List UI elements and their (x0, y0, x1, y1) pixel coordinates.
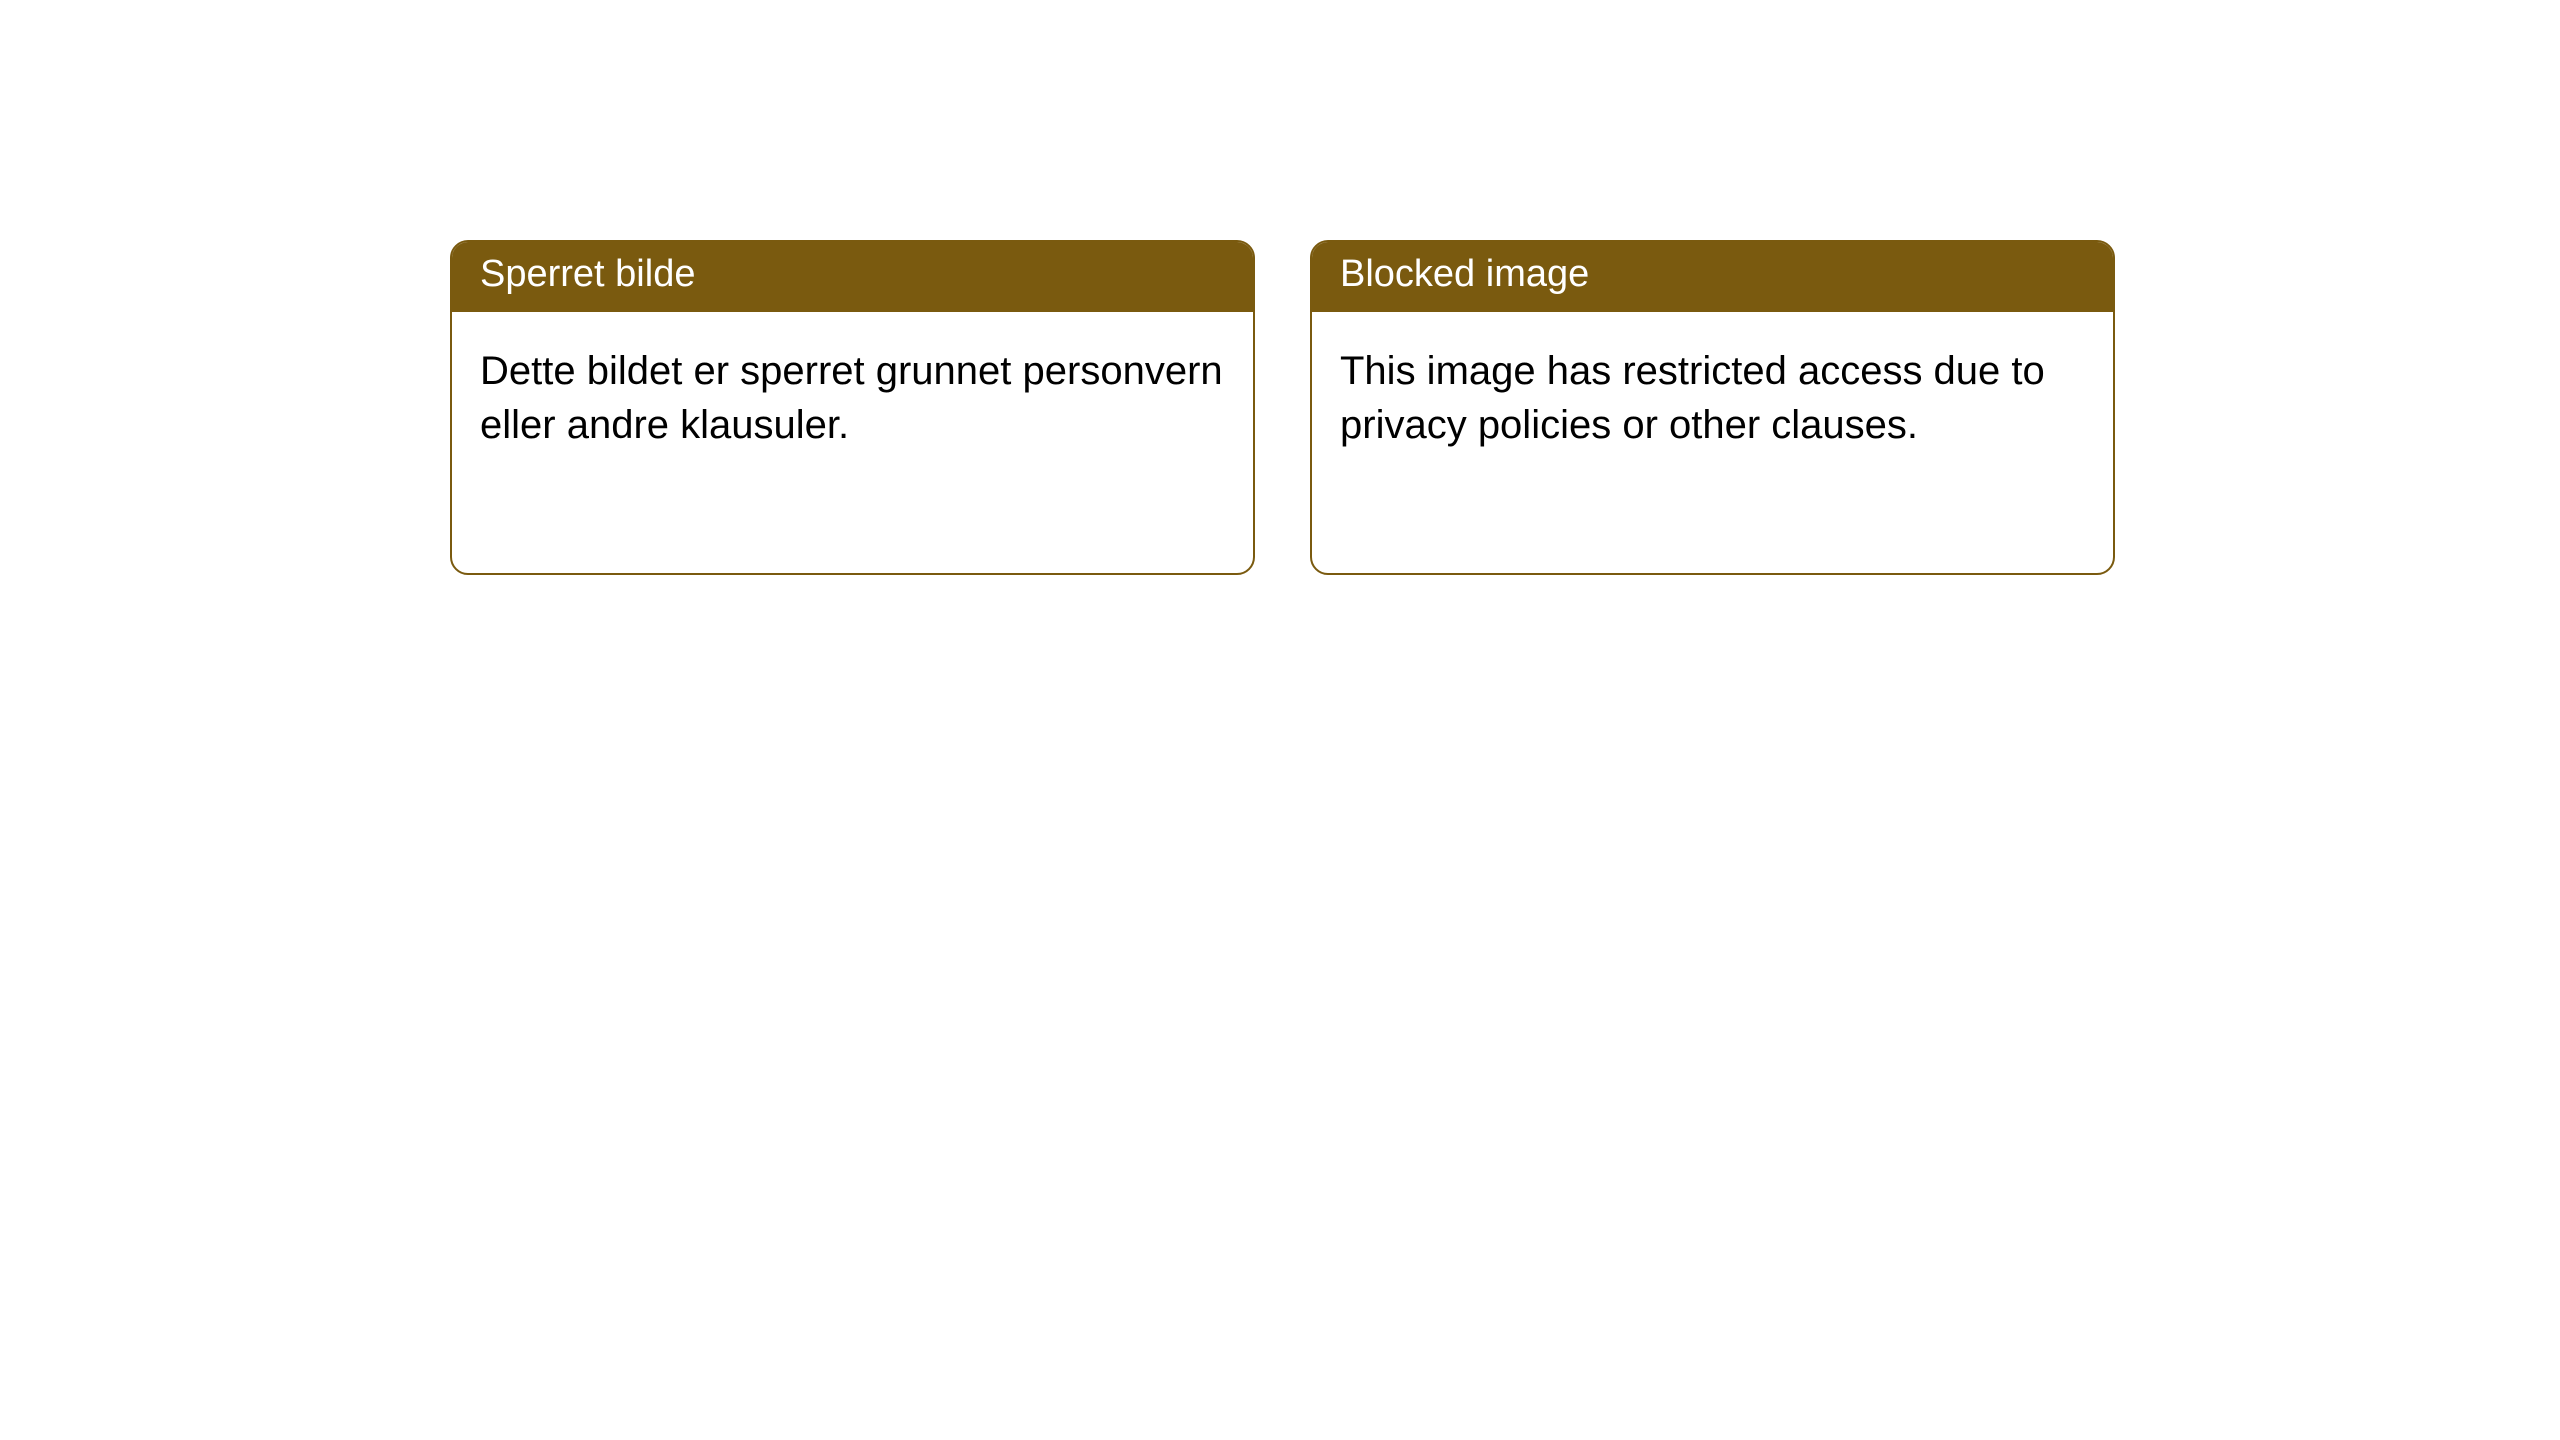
card-body-no: Dette bildet er sperret grunnet personve… (452, 312, 1253, 484)
blocked-image-card-no: Sperret bilde Dette bildet er sperret gr… (450, 240, 1255, 575)
card-header-no: Sperret bilde (452, 242, 1253, 312)
notice-container: Sperret bilde Dette bildet er sperret gr… (0, 0, 2560, 575)
blocked-image-card-en: Blocked image This image has restricted … (1310, 240, 2115, 575)
card-header-en: Blocked image (1312, 242, 2113, 312)
card-body-en: This image has restricted access due to … (1312, 312, 2113, 484)
